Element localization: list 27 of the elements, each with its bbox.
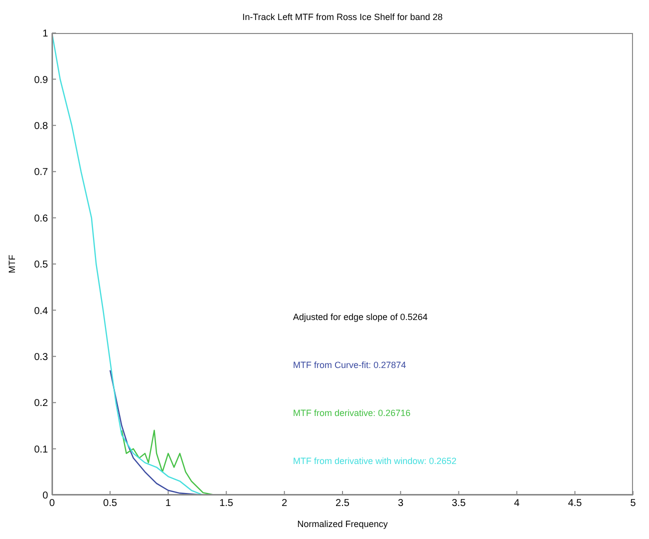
x-tick-label: 5 [630,498,636,510]
x-tick-label: 3.5 [452,498,466,510]
y-axis-title: MTF [7,254,18,274]
x-tick-label: 4.5 [568,498,582,510]
y-tick-label: 0.2 [34,398,48,410]
x-tick-label: 3 [398,498,404,510]
y-tick-label: 0.5 [34,260,48,271]
x-tick-label: 1 [165,498,172,510]
y-tick-label: 0.1 [34,444,48,456]
x-axis-title: Normalized Frequency [297,519,388,529]
annotation: Adjusted for edge slope of 0.5264 [293,312,428,322]
x-tick-label: 1.5 [219,498,234,510]
y-tick-label: 0.4 [34,306,48,317]
x-tick-label: 4 [514,498,520,510]
y-tick-label: 0.8 [34,120,48,132]
y-tick-label: 0 [42,490,48,502]
annotation: MTF from Curve-fit: 0.27874 [293,360,406,370]
x-tick-label: 0 [49,498,56,510]
y-tick-label: 0.6 [34,213,48,224]
y-tick-label: 0.9 [34,74,48,86]
y-tick-label: 1 [42,28,48,40]
x-tick-label: 2 [282,498,288,510]
chart-title: In-Track Left MTF from Ross Ice Shelf for band 28 [241,12,444,22]
x-tick-label: 0.5 [103,498,118,510]
y-tick-label: 0.7 [34,167,48,178]
y-tick-label: 0.3 [34,352,48,363]
x-tick-label: 2.5 [336,498,350,510]
